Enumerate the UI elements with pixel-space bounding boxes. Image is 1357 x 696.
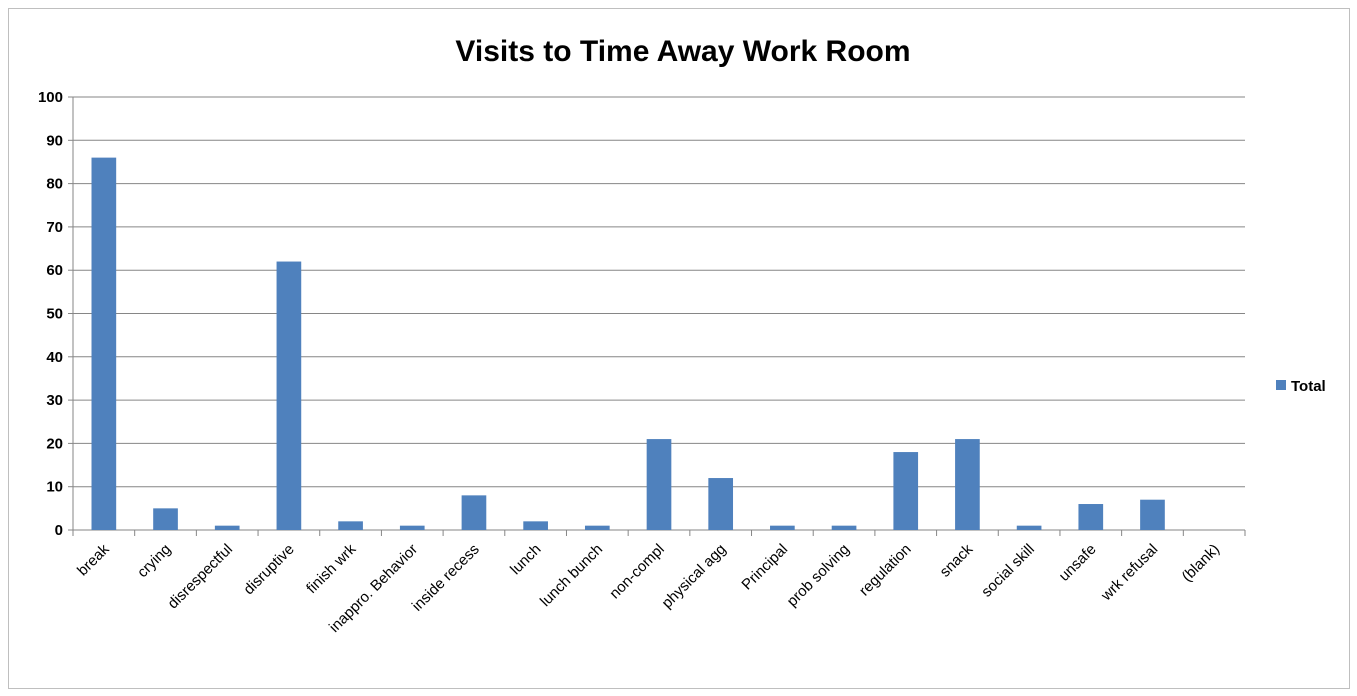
x-tick-label: physical agg xyxy=(659,541,730,612)
y-tick-label: 100 xyxy=(38,89,63,106)
x-tick-label: regulation xyxy=(856,541,915,600)
y-tick-label: 60 xyxy=(46,262,63,279)
y-tick-label: 90 xyxy=(46,132,63,149)
chart-title: Visits to Time Away Work Room xyxy=(455,35,910,68)
y-tick-label: 20 xyxy=(46,435,63,452)
legend-swatch xyxy=(1276,380,1286,390)
x-tick-label: non-compl xyxy=(606,541,668,603)
x-tick-label: wrk refusal xyxy=(1097,541,1161,605)
x-tick-label: lunch bunch xyxy=(537,541,606,610)
x-tick-label: (blank) xyxy=(1179,541,1223,585)
bar-layer xyxy=(91,157,1165,530)
bar xyxy=(523,521,548,530)
bar xyxy=(1140,499,1165,530)
bar xyxy=(399,525,425,530)
bar xyxy=(893,452,919,530)
bar xyxy=(338,521,363,530)
x-tick-label: prob solving xyxy=(784,541,853,610)
bar xyxy=(955,439,980,530)
bar xyxy=(214,525,240,530)
x-tick-label: snack xyxy=(937,540,977,580)
y-tick-label: 10 xyxy=(46,479,63,496)
bar xyxy=(461,495,487,530)
bar xyxy=(584,525,610,530)
x-tick-label: lunch xyxy=(507,541,544,578)
bar xyxy=(708,478,734,530)
bar xyxy=(91,157,117,530)
x-tick-label: crying xyxy=(134,541,174,581)
y-tick-label: 0 xyxy=(55,522,63,539)
bar xyxy=(276,261,302,530)
grid-layer xyxy=(73,96,1245,531)
x-tick-label: break xyxy=(74,540,113,579)
chart-frame xyxy=(8,8,1350,689)
x-tick-label: disruptive xyxy=(240,541,297,598)
legend: Total xyxy=(1276,378,1326,395)
bar xyxy=(770,525,795,530)
legend-label: Total xyxy=(1291,378,1326,395)
x-tick-label: disrespectful xyxy=(164,541,236,613)
x-tick-label: unsafe xyxy=(1056,541,1100,585)
bar xyxy=(831,525,857,530)
y-tick-label: 80 xyxy=(46,176,63,193)
x-tick-label: finish wrk xyxy=(303,540,360,597)
x-tick-label: Principal xyxy=(738,541,791,594)
y-tick-label: 30 xyxy=(46,392,63,409)
bar xyxy=(646,439,672,530)
axis-layer: 0 10 20 30 40 50 60 70 80 90 100 break cryingdisresp… xyxy=(38,89,1246,636)
x-tick-label: social skill xyxy=(978,541,1038,601)
bar xyxy=(1016,525,1042,530)
y-tick-label: 70 xyxy=(46,219,63,236)
y-tick-label: 50 xyxy=(46,306,63,323)
y-tick-label: 40 xyxy=(46,349,63,366)
bar xyxy=(1078,504,1104,530)
bar xyxy=(153,508,178,530)
